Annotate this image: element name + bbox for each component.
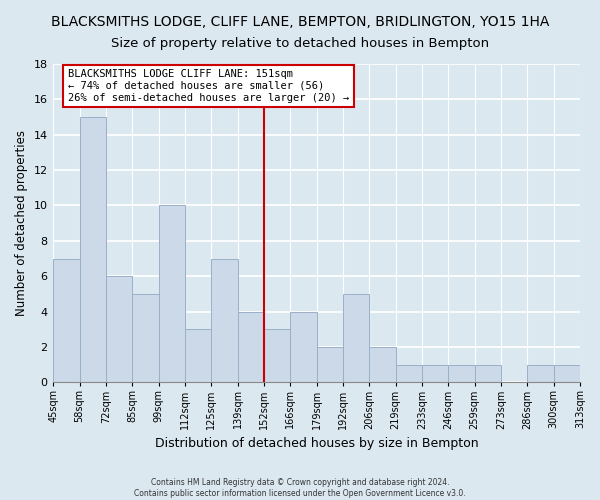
Bar [132,294,158,382]
Bar [158,206,185,382]
Bar [185,330,211,382]
Bar [554,364,580,382]
Y-axis label: Number of detached properties: Number of detached properties [15,130,28,316]
Bar [317,347,343,382]
Bar [53,258,80,382]
Bar [211,258,238,382]
Bar [290,312,317,382]
Bar [448,364,475,382]
Text: Contains HM Land Registry data © Crown copyright and database right 2024.
Contai: Contains HM Land Registry data © Crown c… [134,478,466,498]
Text: Size of property relative to detached houses in Bempton: Size of property relative to detached ho… [111,38,489,51]
Bar [527,364,554,382]
Bar [343,294,369,382]
Bar [422,364,448,382]
Bar [106,276,132,382]
Bar [475,364,501,382]
Bar [395,364,422,382]
Text: BLACKSMITHS LODGE CLIFF LANE: 151sqm
← 74% of detached houses are smaller (56)
2: BLACKSMITHS LODGE CLIFF LANE: 151sqm ← 7… [68,70,349,102]
Bar [264,330,290,382]
Bar [238,312,264,382]
Bar [369,347,395,382]
Text: BLACKSMITHS LODGE, CLIFF LANE, BEMPTON, BRIDLINGTON, YO15 1HA: BLACKSMITHS LODGE, CLIFF LANE, BEMPTON, … [51,15,549,29]
X-axis label: Distribution of detached houses by size in Bempton: Distribution of detached houses by size … [155,437,478,450]
Bar [80,117,106,382]
